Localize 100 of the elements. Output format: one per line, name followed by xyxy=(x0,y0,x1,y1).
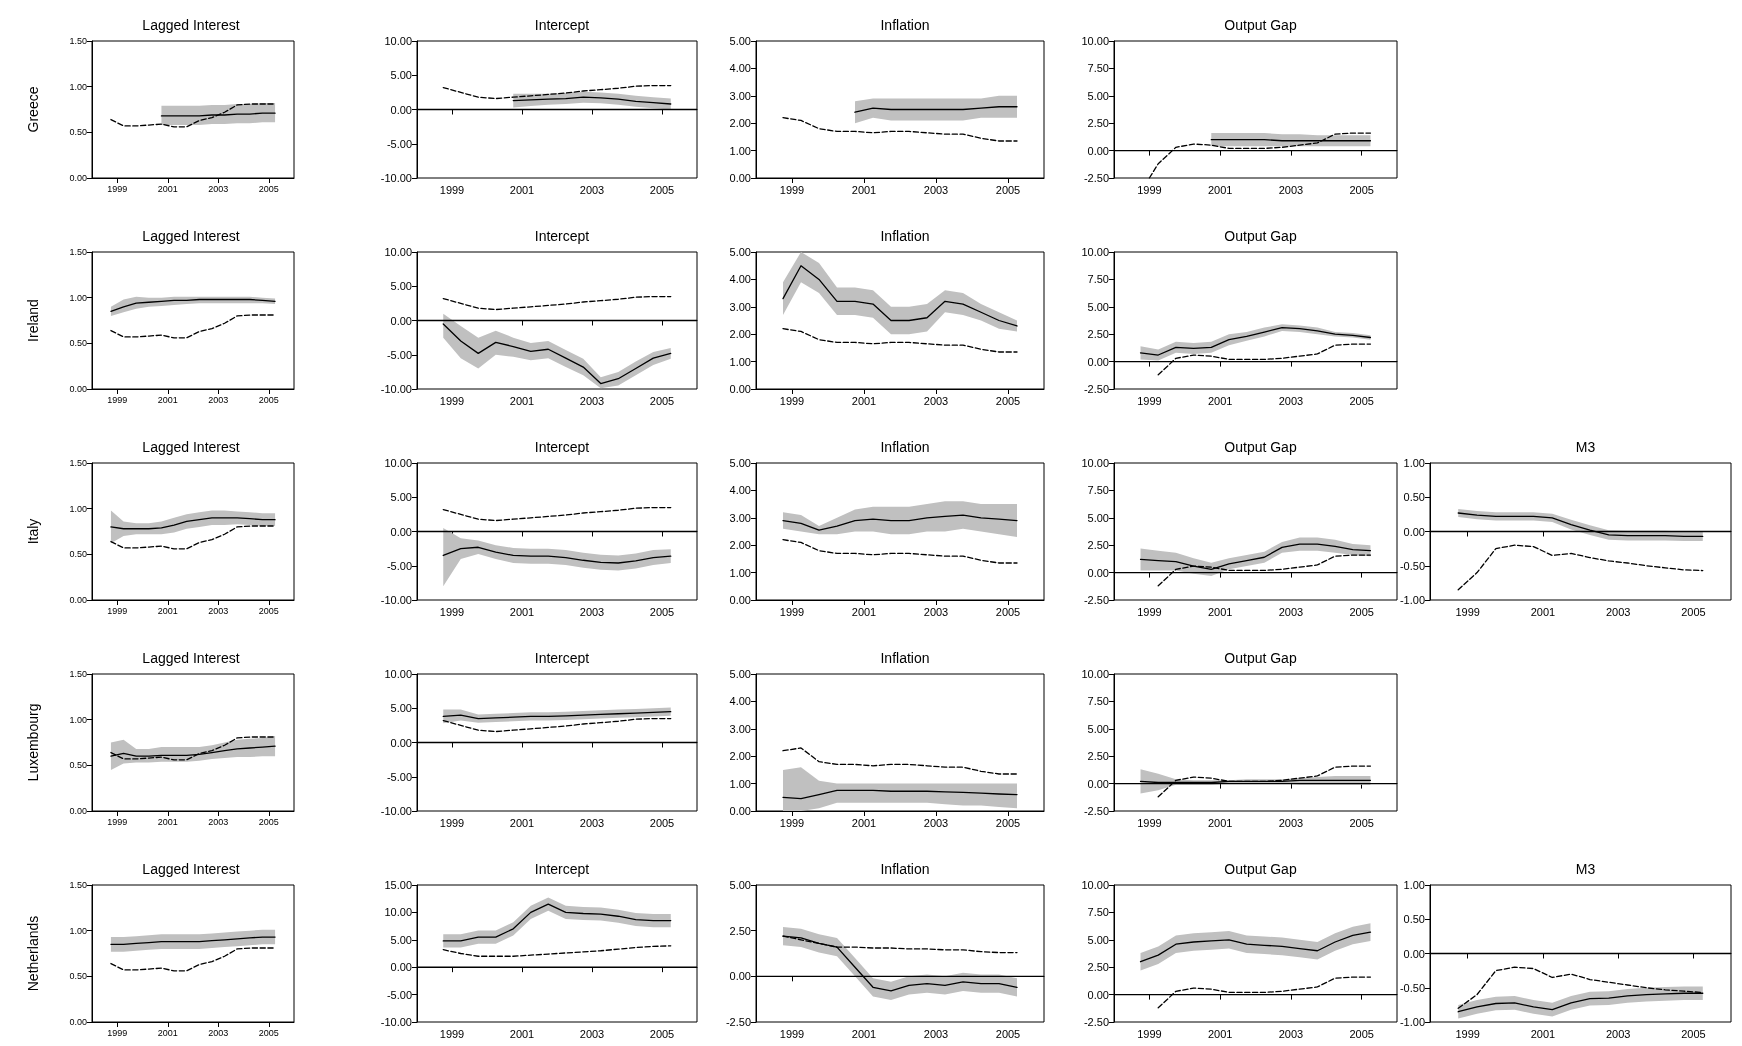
y-tick-label: -2.50 xyxy=(1083,172,1109,184)
x-tick-label: 2001 xyxy=(509,605,535,618)
x-tick-label: 2003 xyxy=(208,605,229,616)
y-axis-title: Netherlands xyxy=(25,915,41,992)
y-tick-label: 0.00 xyxy=(69,1017,87,1027)
y-tick-label: 2.00 xyxy=(729,117,751,130)
x-tick-label: 2005 xyxy=(1349,605,1374,618)
y-tick-label: 1.50 xyxy=(69,458,87,468)
y-axis-title: Luxembourg xyxy=(25,703,41,782)
x-tick-label: 2005 xyxy=(995,816,1021,829)
y-tick-label: 0.00 xyxy=(1403,525,1425,538)
y-tick-label: 3.00 xyxy=(729,89,751,102)
y-tick-label: -5.00 xyxy=(386,559,412,572)
y-tick-label: 0.00 xyxy=(1087,988,1109,1001)
x-tick-label: 2003 xyxy=(579,394,605,407)
x-tick-label: 2005 xyxy=(995,183,1021,196)
x-tick-label: 2001 xyxy=(851,605,877,618)
x-tick-label: 2001 xyxy=(851,183,877,196)
y-tick-label: 1.00 xyxy=(69,81,87,92)
x-tick-label: 2005 xyxy=(1681,605,1706,618)
x-tick-label: 2003 xyxy=(1278,1027,1304,1040)
x-tick-label: 2001 xyxy=(1207,816,1233,829)
y-tick-label: 5.00 xyxy=(729,879,751,891)
y-tick-label: 5.00 xyxy=(1087,933,1109,946)
y-tick-label: 10.00 xyxy=(1081,668,1109,680)
y-tick-label: -5.00 xyxy=(386,988,412,1001)
y-tick-label: 7.50 xyxy=(1087,273,1109,286)
y-axis-title: Ireland xyxy=(25,299,41,342)
y-tick-label: 0.00 xyxy=(69,595,87,605)
x-tick-label: 2005 xyxy=(1349,816,1374,829)
x-tick-label: 2003 xyxy=(1278,394,1304,407)
y-tick-label: 2.50 xyxy=(1087,117,1109,130)
y-tick-label: 5.00 xyxy=(729,246,751,258)
y-tick-label: 2.00 xyxy=(729,539,751,552)
x-tick-label: 2005 xyxy=(1349,1027,1374,1040)
x-tick-label: 2001 xyxy=(851,1027,877,1040)
chart-title: Inflation xyxy=(880,228,930,244)
x-tick-label: 1999 xyxy=(439,605,465,618)
x-tick-label: 2005 xyxy=(649,394,675,407)
x-tick-label: 2003 xyxy=(579,605,605,618)
y-tick-label: 10.00 xyxy=(384,35,412,47)
y-tick-label: 0.00 xyxy=(69,384,87,394)
x-tick-label: 1999 xyxy=(439,183,465,196)
y-tick-label: 0.00 xyxy=(390,525,412,538)
x-tick-label: 2003 xyxy=(208,183,229,194)
y-tick-label: 5.00 xyxy=(1087,511,1109,524)
x-tick-label: 1999 xyxy=(779,605,805,618)
y-tick-label: 5.00 xyxy=(1087,300,1109,313)
y-tick-label: 1.00 xyxy=(69,292,87,303)
x-tick-label: 2003 xyxy=(923,605,949,618)
y-tick-label: 1.00 xyxy=(1403,457,1425,469)
y-tick-label: 1.00 xyxy=(1403,879,1425,891)
y-tick-label: -2.50 xyxy=(1083,805,1109,817)
y-tick-label: 4.00 xyxy=(729,695,751,708)
x-tick-label: 2001 xyxy=(157,1027,178,1038)
y-tick-label: -2.50 xyxy=(1083,594,1109,606)
y-tick-label: -2.50 xyxy=(1083,1016,1109,1028)
chart-title: Intercept xyxy=(534,650,590,666)
y-tick-label: -10.00 xyxy=(380,383,412,395)
x-tick-label: 1999 xyxy=(107,816,128,827)
y-tick-label: 5.00 xyxy=(390,933,412,946)
x-tick-label: 2003 xyxy=(923,183,949,196)
y-tick-label: 2.50 xyxy=(1087,750,1109,763)
y-tick-label: 4.00 xyxy=(729,273,751,286)
y-tick-label: 0.00 xyxy=(1087,566,1109,579)
y-tick-label: 0.00 xyxy=(69,806,87,816)
x-tick-label: 2005 xyxy=(1349,183,1374,196)
y-tick-label: 5.00 xyxy=(729,35,751,47)
x-tick-label: 1999 xyxy=(439,394,465,407)
y-tick-label: -10.00 xyxy=(380,805,412,817)
x-tick-label: 2001 xyxy=(157,183,178,194)
y-tick-label: -0.50 xyxy=(1399,981,1425,994)
y-tick-label: 1.50 xyxy=(69,247,87,257)
x-tick-label: 2005 xyxy=(258,816,279,827)
x-tick-label: 2001 xyxy=(509,183,535,196)
y-tick-label: -10.00 xyxy=(380,594,412,606)
y-tick-label: 5.00 xyxy=(1087,722,1109,735)
y-tick-label: 10.00 xyxy=(384,668,412,680)
y-tick-label: 0.00 xyxy=(69,173,87,183)
y-tick-label: 1.00 xyxy=(729,777,751,790)
y-tick-label: 0.50 xyxy=(69,549,87,560)
x-tick-label: 2003 xyxy=(1278,816,1304,829)
y-tick-label: 0.00 xyxy=(729,805,751,817)
x-tick-label: 2005 xyxy=(649,816,675,829)
chart-title: Inflation xyxy=(880,861,930,877)
chart-title: Output Gap xyxy=(1224,439,1297,455)
y-axis-title: Italy xyxy=(25,518,41,545)
x-tick-label: 2005 xyxy=(1349,394,1374,407)
x-tick-label: 2003 xyxy=(923,1027,949,1040)
x-tick-label: 1999 xyxy=(1137,1027,1162,1040)
y-tick-label: 2.00 xyxy=(729,750,751,763)
chart-title: Output Gap xyxy=(1224,650,1297,666)
x-tick-label: 2005 xyxy=(258,394,279,405)
y-tick-label: 5.00 xyxy=(729,668,751,680)
chart-title: Intercept xyxy=(534,861,590,877)
x-tick-label: 1999 xyxy=(107,394,128,405)
x-tick-label: 2005 xyxy=(649,1027,675,1040)
chart-title: Inflation xyxy=(880,650,930,666)
y-tick-label: 0.50 xyxy=(1403,491,1425,504)
x-tick-label: 2003 xyxy=(923,394,949,407)
